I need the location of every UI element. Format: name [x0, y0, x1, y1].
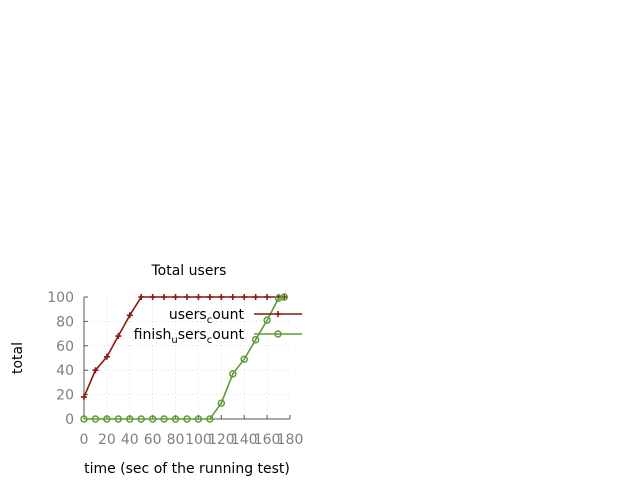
data-point	[103, 353, 110, 360]
data-point	[161, 294, 168, 300]
data-point	[81, 394, 87, 401]
data-point	[149, 294, 156, 300]
y-axis-label: total	[10, 342, 26, 374]
legend-label-part: u	[171, 335, 177, 346]
y-tick-label: 100	[47, 290, 74, 306]
y-tick-label: 60	[56, 339, 74, 355]
legend-label-part: c	[207, 315, 213, 326]
data-point	[280, 293, 289, 301]
data-point	[126, 312, 133, 319]
x-tick-label: 120	[208, 432, 235, 448]
legend-label-part: c	[207, 335, 213, 346]
legend-label-part: sers	[178, 327, 207, 343]
legend-marker	[274, 330, 282, 338]
data-point	[194, 415, 203, 423]
data-point	[138, 294, 145, 300]
legend-label-part: finish	[134, 327, 172, 343]
x-tick-label: 100	[185, 432, 212, 448]
legend-label-part: ount	[212, 327, 244, 343]
x-tick-label: 0	[80, 432, 89, 448]
data-point	[252, 294, 259, 300]
data-point	[115, 333, 122, 340]
x-tick-label: 180	[277, 432, 304, 448]
y-tick-label: 40	[56, 363, 74, 379]
x-tick-label: 80	[167, 432, 185, 448]
data-point	[263, 316, 271, 324]
data-point	[183, 415, 191, 423]
legend-label-part: ount	[212, 307, 244, 323]
legend-label-part: users	[169, 307, 207, 323]
series-line	[84, 296, 285, 420]
x-tick-label: 160	[254, 432, 281, 448]
x-tick-label: 140	[231, 432, 258, 448]
data-point	[92, 367, 99, 374]
x-tick-label: 20	[98, 432, 116, 448]
data-point	[103, 415, 111, 423]
legend-marker	[275, 311, 281, 317]
data-point	[229, 294, 236, 300]
data-point	[160, 415, 168, 423]
x-tick-label: 40	[121, 432, 139, 448]
data-point	[229, 370, 237, 378]
y-tick-label: 80	[56, 314, 74, 330]
data-point	[240, 355, 248, 363]
data-point	[148, 415, 157, 423]
data-point	[264, 294, 271, 300]
series-layer	[80, 293, 289, 423]
x-axis-label: time (sec of the running test)	[84, 461, 290, 477]
data-point	[126, 415, 134, 423]
y-tick-label: 0	[65, 412, 74, 428]
data-point	[195, 294, 202, 300]
legend-label: userscount	[169, 307, 245, 326]
data-point	[206, 294, 213, 300]
data-point	[251, 335, 260, 344]
data-point	[171, 415, 180, 423]
chart-title: Total users	[151, 263, 227, 279]
data-point	[218, 294, 225, 300]
data-point	[91, 415, 100, 423]
data-point	[184, 294, 190, 300]
data-point	[241, 294, 248, 300]
data-point	[114, 415, 123, 423]
data-point	[217, 399, 226, 407]
y-tick-label: 20	[56, 388, 74, 404]
data-point	[80, 415, 88, 423]
data-point	[206, 415, 214, 423]
data-point	[172, 294, 179, 300]
x-tick-label: 60	[144, 432, 162, 448]
data-point	[137, 415, 145, 423]
legend-label: finishuserscount	[134, 327, 245, 346]
